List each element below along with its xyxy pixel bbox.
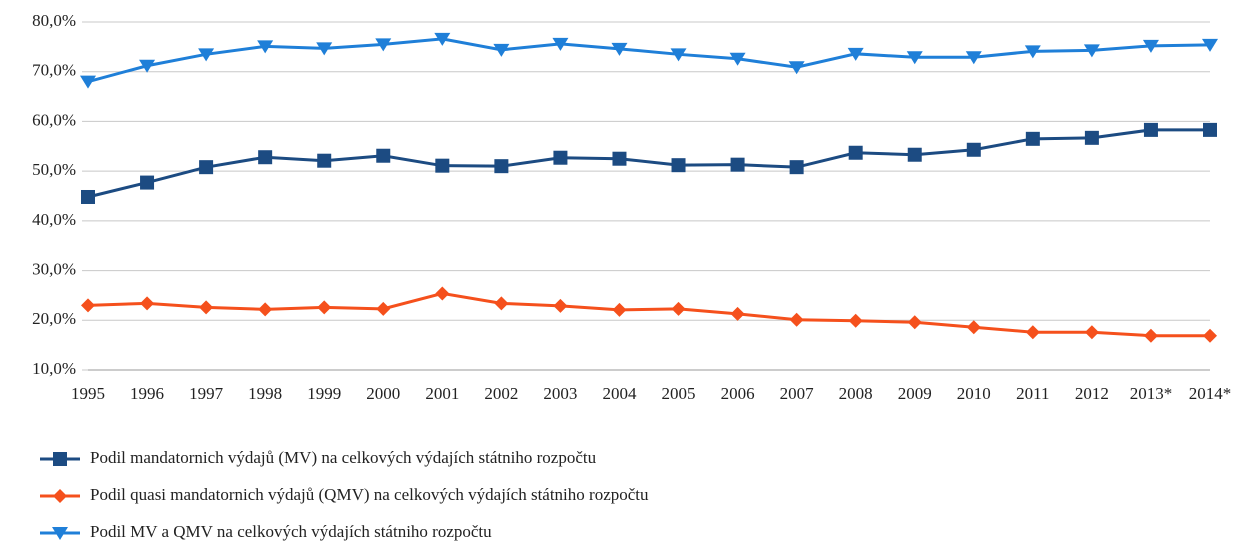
marker: [1025, 131, 1040, 146]
marker: [1024, 45, 1041, 59]
marker: [81, 189, 95, 204]
series-line: [87, 37, 1211, 84]
marker: [553, 298, 568, 313]
marker: [434, 32, 451, 46]
marker: [1142, 39, 1159, 53]
marker: [317, 300, 332, 315]
marker: [140, 175, 155, 190]
marker: [788, 61, 805, 75]
y-tick-label: 20,0%: [32, 309, 76, 328]
marker: [80, 75, 96, 89]
marker: [671, 158, 686, 173]
marker: [198, 48, 215, 62]
marker: [140, 296, 155, 311]
marker: [375, 38, 392, 52]
marker: [53, 452, 67, 466]
marker: [730, 157, 745, 172]
x-tick-label: 2007: [780, 384, 815, 403]
y-tick-label: 70,0%: [32, 61, 76, 80]
series-line: [87, 128, 1210, 199]
marker: [612, 302, 627, 317]
y-tick-label: 60,0%: [32, 110, 76, 129]
marker: [1143, 122, 1158, 137]
marker: [494, 159, 509, 174]
marker: [907, 315, 922, 330]
marker: [435, 286, 450, 301]
marker: [965, 51, 982, 65]
legend-label: Podil MV a QMV na celkových výdajích stá…: [90, 522, 492, 541]
marker: [1084, 325, 1099, 340]
marker: [199, 300, 214, 315]
x-tick-label: 1995: [71, 384, 105, 403]
y-tick-label: 50,0%: [32, 160, 76, 179]
marker: [376, 148, 391, 163]
x-tick-label: 2009: [898, 384, 932, 403]
marker: [552, 37, 569, 51]
marker: [257, 40, 274, 54]
marker: [376, 301, 391, 316]
marker: [139, 59, 156, 73]
x-tick-label: 2011: [1016, 384, 1049, 403]
marker: [1203, 122, 1217, 137]
marker: [1202, 38, 1218, 52]
x-tick-label: 1997: [189, 384, 224, 403]
x-tick-label: 2014*: [1189, 384, 1232, 403]
marker: [671, 301, 686, 316]
x-tick-label: 1999: [307, 384, 341, 403]
x-tick-label: 2006: [721, 384, 755, 403]
marker: [670, 48, 687, 62]
marker: [199, 160, 214, 175]
marker: [81, 298, 95, 313]
y-tick-label: 80,0%: [32, 11, 76, 30]
marker: [789, 160, 804, 175]
x-tick-label: 2005: [662, 384, 696, 403]
x-tick-label: 2012: [1075, 384, 1109, 403]
marker: [258, 302, 273, 317]
marker: [966, 320, 981, 335]
x-tick-label: 2008: [839, 384, 873, 403]
marker: [53, 489, 67, 503]
marker: [966, 142, 981, 157]
marker: [729, 52, 746, 66]
marker: [1084, 130, 1099, 145]
marker: [611, 42, 628, 56]
legend-label: Podil mandatornich výdajů (MV) na celkov…: [90, 448, 597, 467]
x-tick-label: 2000: [366, 384, 400, 403]
marker: [906, 51, 923, 65]
marker: [258, 150, 273, 165]
marker: [435, 158, 450, 173]
marker: [317, 153, 332, 168]
marker: [789, 312, 804, 327]
marker: [52, 527, 68, 540]
x-tick-label: 1998: [248, 384, 282, 403]
y-tick-label: 30,0%: [32, 259, 76, 278]
x-tick-label: 2010: [957, 384, 991, 403]
x-tick-label: 2013*: [1130, 384, 1173, 403]
marker: [1203, 328, 1217, 343]
marker: [316, 42, 333, 56]
x-tick-label: 2001: [425, 384, 459, 403]
marker: [848, 313, 863, 328]
x-tick-label: 2004: [602, 384, 637, 403]
marker: [730, 306, 745, 321]
marker: [847, 47, 864, 61]
marker: [848, 145, 863, 160]
series-line: [87, 291, 1210, 338]
marker: [493, 43, 510, 57]
marker: [612, 151, 627, 166]
marker: [907, 147, 922, 162]
x-tick-label: 2002: [484, 384, 518, 403]
marker: [1025, 325, 1040, 340]
legend-label: Podil quasi mandatornich výdajů (QMV) na…: [90, 485, 649, 504]
x-tick-label: 1996: [130, 384, 164, 403]
marker: [553, 150, 568, 165]
y-tick-label: 40,0%: [32, 210, 76, 229]
marker: [1083, 44, 1100, 58]
marker: [1143, 328, 1158, 343]
y-tick-label: 10,0%: [32, 359, 76, 378]
x-tick-label: 2003: [543, 384, 577, 403]
marker: [494, 296, 509, 311]
